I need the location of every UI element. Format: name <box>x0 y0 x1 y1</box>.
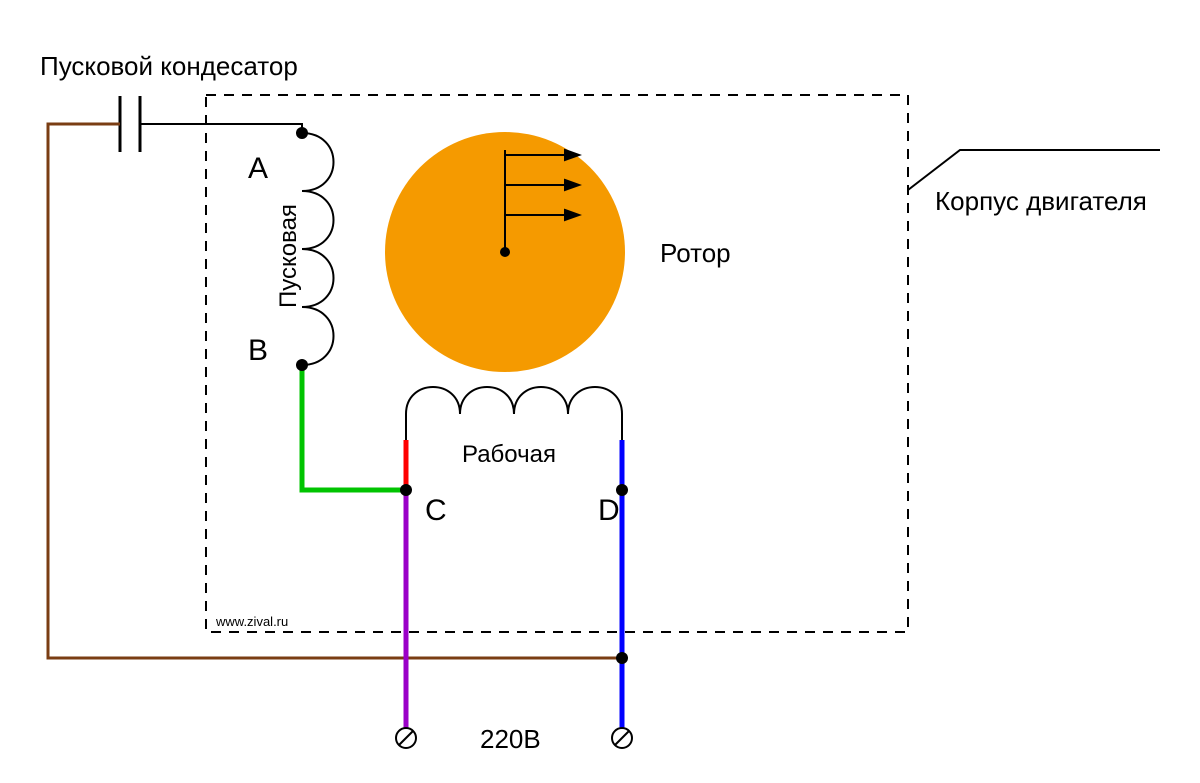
node-c-label: C <box>425 494 447 527</box>
node-a-label: A <box>248 152 268 185</box>
node-d-label: D <box>598 494 620 527</box>
motor-wiring-diagram: Пусковой кондесатор A B C D Ротор Корпус… <box>0 0 1200 783</box>
running-coil <box>406 387 622 440</box>
start-capacitor-icon <box>120 96 140 152</box>
url-label: www.zival.ru <box>215 614 288 629</box>
starting-coil <box>302 133 334 365</box>
capacitor-label: Пусковой кондесатор <box>40 51 298 81</box>
housing-label: Корпус двигателя <box>935 186 1147 216</box>
rotor-label: Ротор <box>660 238 731 268</box>
wire-green <box>302 365 406 490</box>
wire-cap-to-a <box>140 124 302 133</box>
running-winding-label: Рабочая <box>462 441 556 468</box>
starting-winding-label: Пусковая <box>275 204 302 308</box>
voltage-label: 220В <box>480 724 541 754</box>
housing-leader <box>908 150 1160 190</box>
node-b-label: B <box>248 334 268 367</box>
